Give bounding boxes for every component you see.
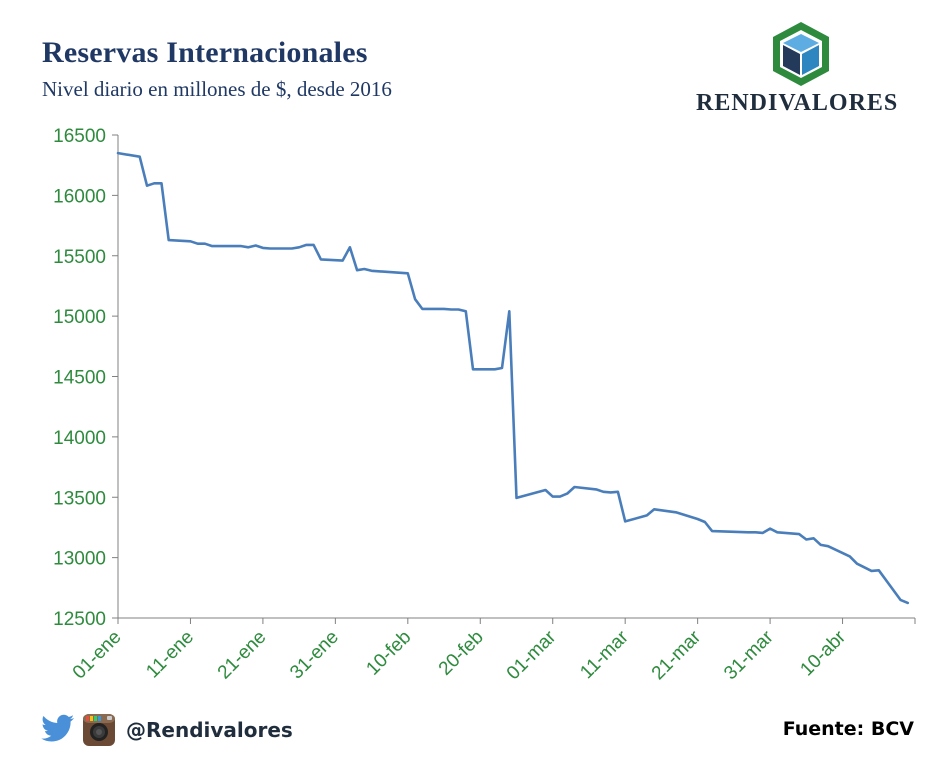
- instagram-icon[interactable]: [82, 713, 116, 747]
- twitter-icon[interactable]: [40, 714, 76, 746]
- line-chart: 12500 13000 13500 14000 14500 15000 15500 16000…: [53, 126, 916, 684]
- y-tick-label: 15000: [53, 307, 106, 328]
- y-tick-label: 12500: [53, 609, 106, 630]
- chart-title: Reservas Internacionales: [42, 36, 368, 69]
- y-tick-label: 15500: [53, 247, 106, 268]
- y-tick-label: 16500: [53, 126, 106, 147]
- y-tick-label: 14500: [53, 368, 106, 389]
- series-line: [116, 151, 910, 605]
- x-tick-label: 01-mar: [503, 626, 561, 684]
- x-tick-label: 31-ene: [286, 627, 343, 684]
- cube-icon: [773, 22, 829, 86]
- x-tick-label: 01-ene: [69, 627, 126, 684]
- y-tick-label: 13000: [53, 549, 106, 570]
- twitter-handle[interactable]: @Rendivalores: [126, 718, 293, 742]
- x-tick-label: 11-ene: [142, 627, 198, 683]
- x-tick-label: 31-mar: [720, 626, 778, 684]
- y-tick-label: 13500: [53, 488, 106, 509]
- x-tick-label: 20-feb: [435, 627, 488, 680]
- source-note: Fuente: BCV: [782, 718, 914, 740]
- x-tick-label: 11-mar: [576, 626, 633, 683]
- chart-subtitle: Nivel diario en millones de $, desde 201…: [42, 77, 392, 101]
- x-tick-label: 10-abr: [796, 626, 850, 680]
- x-tick-label: 10-feb: [362, 627, 415, 680]
- x-tick-label: 21-mar: [648, 626, 706, 684]
- logo-text: RENDIVALORES: [696, 90, 899, 116]
- y-tick-label: 14000: [53, 428, 106, 449]
- y-tick-label: 16000: [53, 186, 106, 207]
- x-tick-label: 21-ene: [214, 627, 271, 684]
